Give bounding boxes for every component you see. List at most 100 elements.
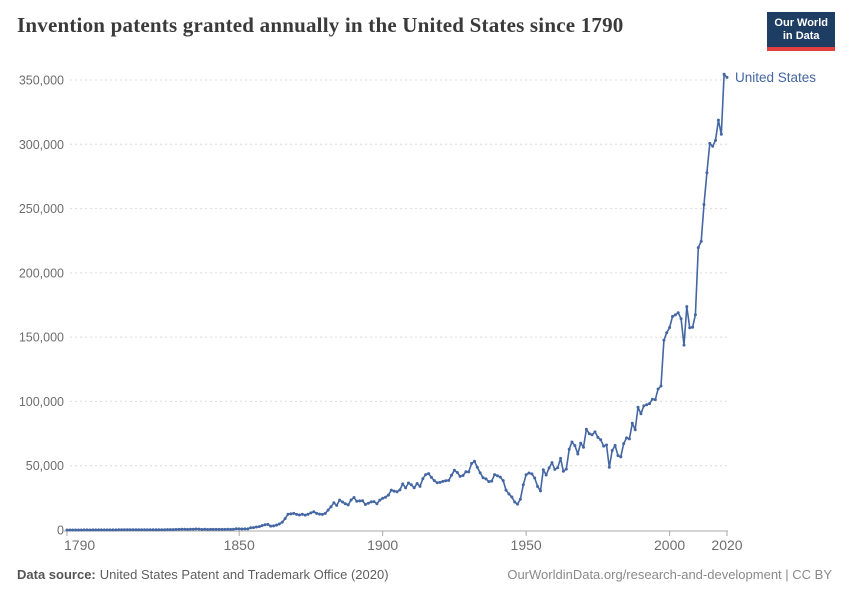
data-point <box>128 528 132 532</box>
data-point <box>676 311 680 315</box>
data-point <box>102 528 106 532</box>
data-point <box>404 486 408 490</box>
data-point <box>214 527 218 531</box>
data-point <box>633 428 637 432</box>
data-point <box>77 528 80 532</box>
data-point <box>220 527 224 531</box>
data-point <box>507 492 511 496</box>
data-point <box>209 527 212 531</box>
data-point <box>553 467 557 471</box>
data-point <box>352 496 356 499</box>
data-point <box>85 528 89 532</box>
data-point <box>211 527 215 531</box>
data-point <box>91 528 95 532</box>
data-point <box>168 528 172 532</box>
y-axis-label: 50,000 <box>26 459 64 473</box>
data-point <box>237 527 241 531</box>
data-point <box>475 465 479 469</box>
data-point <box>653 398 657 402</box>
data-point <box>120 528 123 532</box>
data-point <box>277 522 281 526</box>
data-point <box>659 384 663 388</box>
data-point <box>252 526 255 530</box>
data-point <box>280 520 284 524</box>
data-point <box>171 528 175 532</box>
data-point <box>561 469 565 473</box>
data-point <box>613 443 617 447</box>
x-axis-label: 1950 <box>511 537 542 553</box>
data-point <box>587 432 591 436</box>
data-point <box>458 474 462 478</box>
data-point <box>504 488 508 492</box>
data-point <box>157 528 161 532</box>
data-point <box>375 502 379 506</box>
data-point <box>435 481 439 485</box>
data-point <box>725 75 729 79</box>
data-point <box>97 528 101 532</box>
data-point <box>719 132 723 136</box>
data-point <box>160 528 164 532</box>
data-point <box>206 528 210 531</box>
data-point <box>510 495 514 499</box>
data-point <box>338 498 342 502</box>
data-point <box>68 528 72 532</box>
owid-logo-line2: in Data <box>782 30 820 42</box>
chart-title: Invention patents granted annually in th… <box>17 13 624 37</box>
data-point <box>478 471 482 475</box>
data-point <box>65 528 69 532</box>
data-point <box>234 527 238 531</box>
owid-logo[interactable]: Our World in Data <box>767 12 835 51</box>
data-point <box>662 338 666 342</box>
data-point <box>599 438 603 442</box>
data-point <box>318 512 321 516</box>
data-point <box>490 479 494 483</box>
data-point <box>186 527 189 531</box>
data-point <box>607 465 611 469</box>
data-point <box>154 528 158 532</box>
data-point <box>254 525 258 529</box>
data-point <box>521 483 525 487</box>
x-axis-label: 2020 <box>711 537 742 553</box>
data-point <box>699 239 703 243</box>
data-point <box>524 473 528 477</box>
data-point <box>673 313 677 317</box>
data-point <box>473 459 476 463</box>
data-point <box>183 527 187 531</box>
data-point <box>223 527 227 531</box>
data-point <box>384 495 387 499</box>
data-point <box>117 528 121 532</box>
data-point <box>286 512 290 516</box>
data-point <box>105 528 109 532</box>
data-point <box>88 528 92 532</box>
data-point <box>398 488 402 492</box>
data-point <box>513 500 517 504</box>
data-point <box>306 512 310 516</box>
data-point <box>481 476 485 480</box>
data-source-text: United States Patent and Trademark Offic… <box>99 567 389 582</box>
data-point <box>648 402 651 406</box>
data-point <box>99 528 103 532</box>
data-point <box>188 527 192 531</box>
data-point <box>576 452 580 456</box>
y-axis-label: 300,000 <box>19 138 64 152</box>
data-point <box>671 315 674 318</box>
data-point <box>114 528 118 532</box>
data-point <box>455 471 459 474</box>
data-point <box>295 512 299 516</box>
data-point <box>381 496 385 500</box>
data-point <box>329 505 333 509</box>
data-point <box>627 437 631 441</box>
data-point <box>361 499 365 503</box>
data-point <box>203 527 207 531</box>
data-point <box>226 527 230 531</box>
data-point <box>427 472 431 476</box>
credit-link[interactable]: OurWorldinData.org/research-and-developm… <box>507 567 832 582</box>
data-point <box>243 527 247 531</box>
data-point <box>335 503 339 507</box>
data-point <box>691 325 695 329</box>
data-point <box>194 527 198 531</box>
data-point <box>297 513 301 517</box>
data-point <box>140 528 144 532</box>
data-point <box>283 517 287 521</box>
data-point <box>501 479 505 483</box>
